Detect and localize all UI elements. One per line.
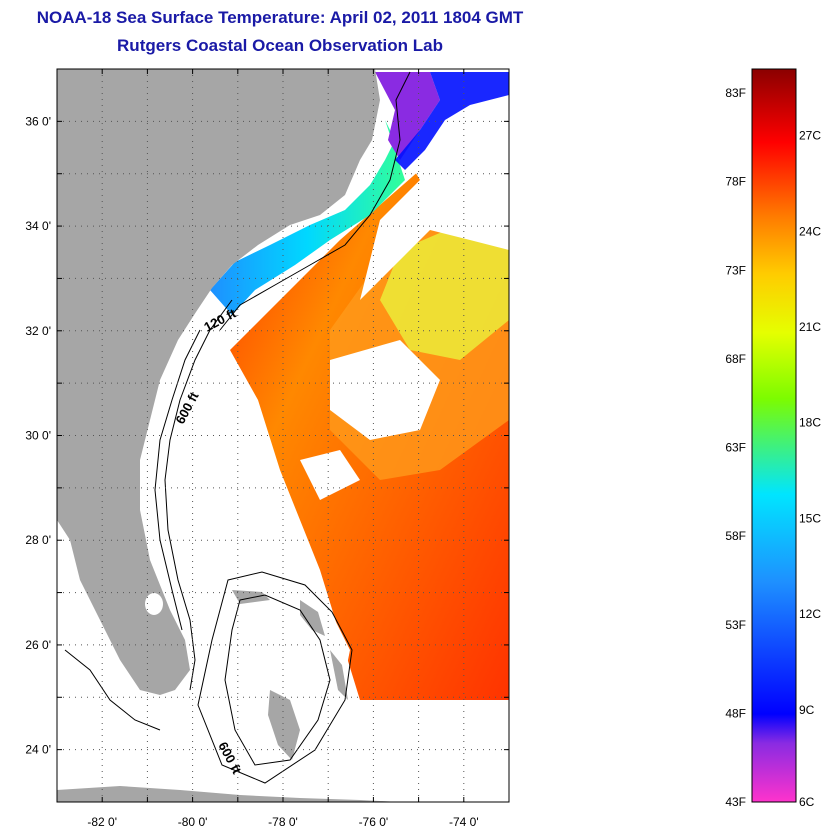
colorbar-f-label: 58F [725, 529, 746, 543]
colorbar-c-label: 21C [799, 320, 821, 334]
contour-bahamas-outer [197, 571, 353, 784]
colorbar-f-label: 78F [725, 175, 746, 189]
colorbar-f-label: 83F [725, 86, 746, 100]
lat-tick-label: 24 0' [25, 743, 51, 757]
land-cuba [57, 786, 400, 802]
lat-tick-label: 34 0' [25, 219, 51, 233]
land-bahamas-andros [268, 690, 300, 760]
land-bahamas-grand [232, 590, 270, 604]
lon-tick-label: -74 0' [449, 815, 479, 829]
lon-tick-label: -76 0' [359, 815, 389, 829]
longitude-axis: -82 0' -80 0' -78 0' -76 0' -74 0' [87, 69, 479, 829]
sst-blue-north [395, 72, 509, 170]
lat-tick-label: 26 0' [25, 638, 51, 652]
map-subtitle: Rutgers Coastal Ocean Observation Lab [117, 36, 443, 55]
sst-purple-north [375, 72, 440, 160]
colorbar-f-label: 63F [725, 441, 746, 455]
colorbar [751, 68, 797, 803]
colorbar-c-label: 27C [799, 129, 821, 143]
colorbar-c-label: 15C [799, 511, 821, 525]
cloud-mask-2 [330, 340, 440, 440]
colorbar-f-label: 53F [725, 618, 746, 632]
map-grid [57, 69, 509, 802]
lat-tick-label: 30 0' [25, 429, 51, 443]
colorbar-c-label: 24C [799, 224, 821, 238]
lon-tick-label: -82 0' [87, 815, 117, 829]
colorbar-c-label: 9C [799, 703, 815, 717]
lake-okeechobee [145, 593, 163, 615]
contour-120ft [219, 71, 411, 331]
contour-florida-keys [64, 649, 161, 731]
colorbar-c-label: 6C [799, 795, 815, 809]
lat-tick-label: 28 0' [25, 533, 51, 547]
lat-tick-label: 32 0' [25, 324, 51, 338]
lon-tick-label: -78 0' [268, 815, 298, 829]
land-bahamas-abaco [300, 600, 325, 636]
colorbar-fahrenheit-labels: 83F 78F 73F 68F 63F 58F 53F 48F 43F [725, 86, 746, 809]
colorbar-f-label: 73F [725, 263, 746, 277]
lat-tick-label: 36 0' [25, 114, 51, 128]
latitude-axis: 24 0' 26 0' 28 0' 30 0' 32 0' 34 0' 36 0' [25, 114, 509, 757]
land-bahamas-eleuthera [330, 650, 348, 700]
map-title: NOAA-18 Sea Surface Temperature: April 0… [36, 8, 524, 27]
colorbar-c-label: 12C [799, 607, 821, 621]
contour-bahamas-inner [224, 594, 331, 766]
colorbar-f-label: 43F [725, 795, 746, 809]
colorbar-celsius-labels: 27C 24C 21C 18C 15C 12C 9C 6C [799, 129, 821, 809]
sst-cold-shelf [210, 120, 405, 315]
lon-tick-label: -80 0' [178, 815, 208, 829]
colorbar-f-label: 48F [725, 706, 746, 720]
contour-shelf-inner [154, 329, 201, 631]
colorbar-c-label: 18C [799, 416, 821, 430]
cloud-mask [360, 110, 509, 300]
contour-600ft [164, 299, 233, 691]
colorbar-f-label: 68F [725, 352, 746, 366]
land-us-southeast [57, 69, 380, 695]
